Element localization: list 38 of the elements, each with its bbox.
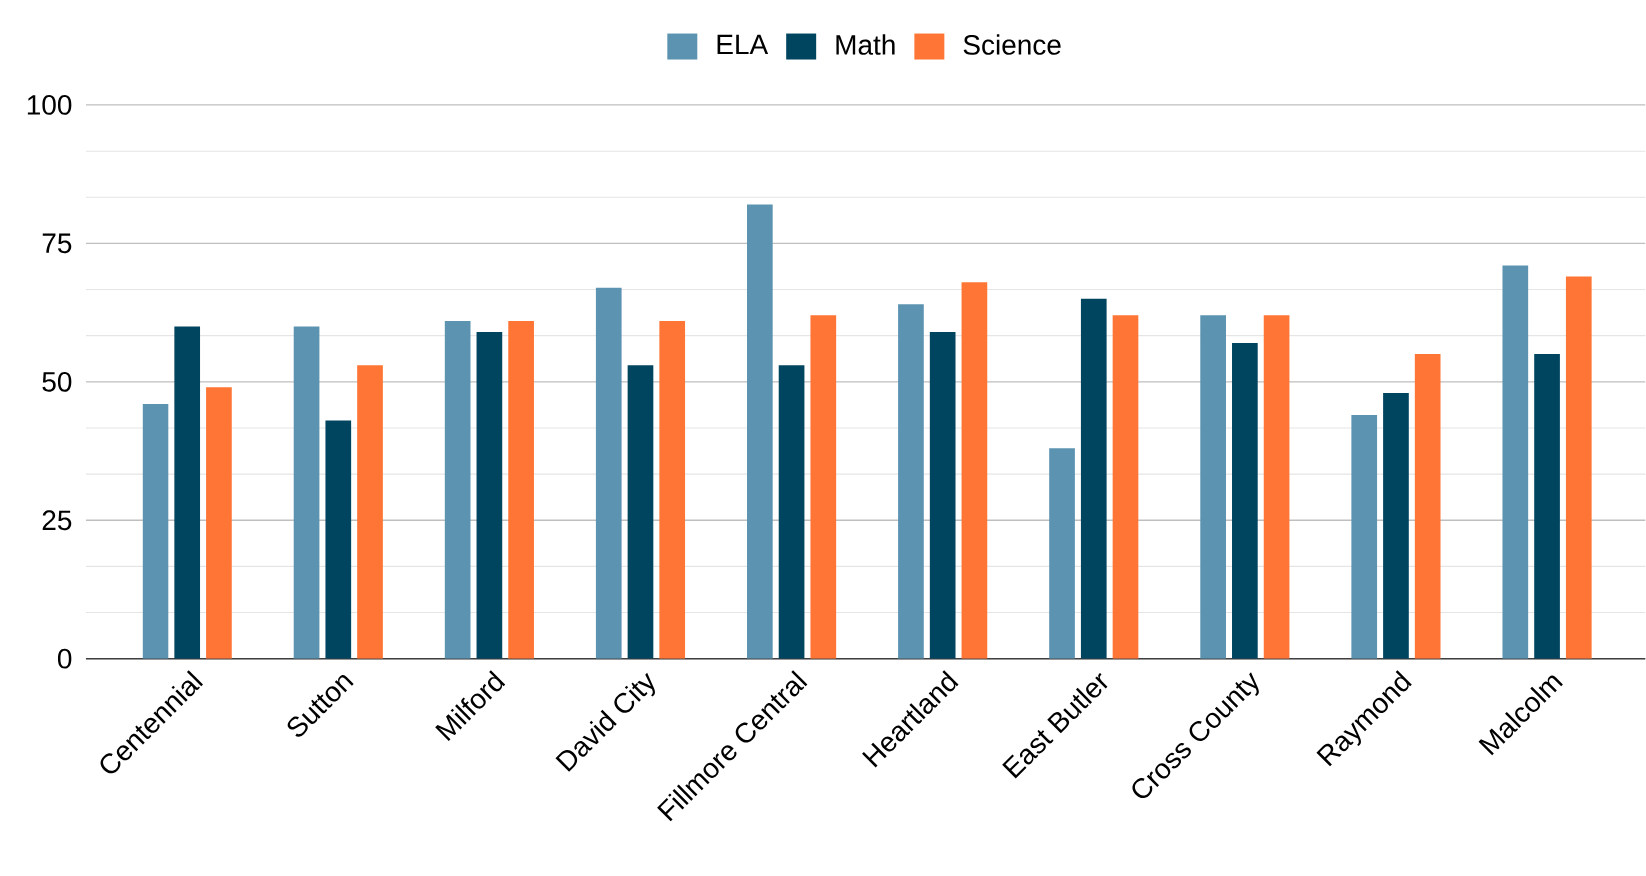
bar xyxy=(627,365,654,659)
legend-label: Science xyxy=(963,34,1061,56)
y-tick-label: 75 xyxy=(42,233,72,254)
bar xyxy=(1049,448,1075,659)
legend-label: ELA xyxy=(717,35,769,55)
bar xyxy=(1200,315,1226,659)
bar xyxy=(778,365,805,659)
bar xyxy=(325,420,352,659)
y-tick-label: 100 xyxy=(27,95,72,116)
bar xyxy=(206,387,232,659)
y-tick-label: 25 xyxy=(42,510,72,531)
bar xyxy=(1383,393,1409,659)
bar xyxy=(444,321,471,659)
bar xyxy=(747,204,773,659)
bar xyxy=(659,321,686,659)
bar xyxy=(357,365,383,659)
y-tick-label: 50 xyxy=(42,372,72,392)
bar xyxy=(1080,298,1107,659)
bar xyxy=(810,315,837,659)
bar xyxy=(174,326,201,659)
bar xyxy=(142,404,169,659)
bar xyxy=(293,326,320,659)
bar xyxy=(508,321,534,659)
bar xyxy=(1414,354,1441,659)
bar xyxy=(1232,343,1258,659)
bar xyxy=(929,332,956,659)
y-tick-label: 0 xyxy=(57,648,72,669)
bar xyxy=(1502,265,1529,659)
legend-label: Math xyxy=(836,34,895,56)
bar xyxy=(961,282,988,659)
bar xyxy=(1263,315,1290,659)
bar xyxy=(1534,354,1560,659)
bar xyxy=(898,304,924,659)
bar xyxy=(476,332,503,659)
bar xyxy=(1351,415,1378,659)
bar xyxy=(1112,315,1139,659)
bar xyxy=(1565,276,1592,659)
bar xyxy=(595,287,622,659)
